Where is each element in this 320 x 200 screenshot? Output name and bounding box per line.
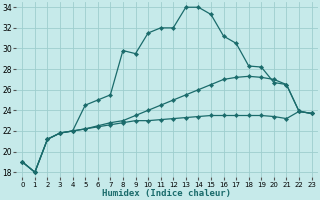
- X-axis label: Humidex (Indice chaleur): Humidex (Indice chaleur): [102, 189, 231, 198]
